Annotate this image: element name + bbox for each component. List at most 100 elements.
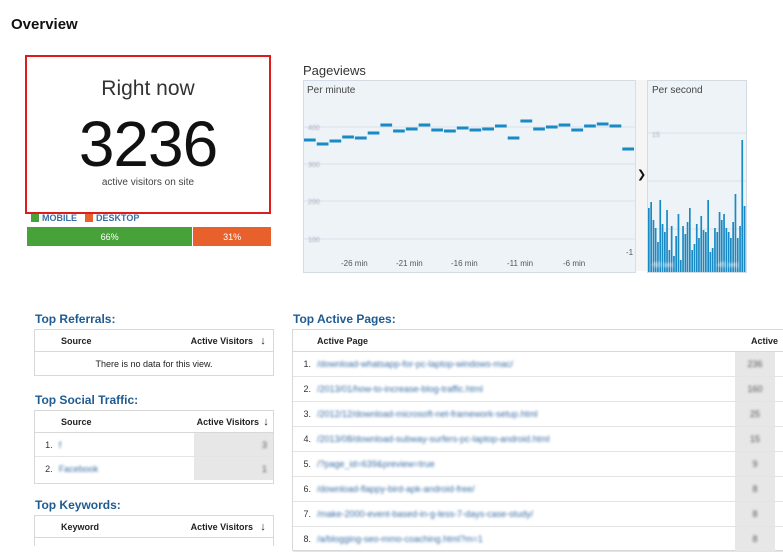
row-source[interactable]: f [58,439,62,450]
row-visitors: 8 [752,484,758,494]
series-bar [693,244,696,272]
x-tick: -21 min [396,259,423,268]
row-visitors: 8 [752,509,758,519]
row-visitors-cell: 1 [194,457,273,480]
mobile-swatch [31,214,39,222]
column-active[interactable]: Active [751,335,779,346]
x-tick: -45 sec [716,262,739,269]
row-page-link[interactable]: /2013/01/how-to-increase-blog-traffic.ht… [317,384,483,394]
table-row[interactable]: 3. /2012/12/download-microsoft-net-framew… [293,402,783,427]
top-referrals-table: Source Active Visitors ↓ There is no dat… [34,329,274,376]
y-tick: 200 [308,199,320,206]
table-row[interactable]: 8. /a/blogging-seo-mmo-coaching.html?m=1 8 [293,527,783,552]
x-tick: -16 min [451,259,478,268]
page-title: Overview [11,16,78,33]
row-index: 8. [303,534,311,544]
chevron-right-icon[interactable]: ❯ [637,169,647,181]
per-minute-chart: Per minute 400 300 200 100 -26 min -21 m… [303,80,636,273]
series-bar [709,252,712,272]
column-source[interactable]: Source [61,335,92,346]
series-bar [668,250,671,272]
sort-arrow-icon[interactable]: ↓ [263,415,269,428]
row-page-link[interactable]: /make-2000-event-based-in-g-less-7-days-… [317,509,534,519]
top-pages-rows: 1. /download-whatsapp-for-pc-laptop-windo… [293,352,783,552]
top-referrals-title: Top Referrals: [35,312,116,326]
column-active-visitors[interactable]: Active Visitors [190,335,253,346]
x-tick: -26 min [341,259,368,268]
table-header: Source Active Visitors ↓ [35,330,273,352]
table-row[interactable]: 2. /2013/01/how-to-increase-blog-traffic.… [293,377,783,402]
row-visitors-cell: 9 [735,452,775,476]
series-bar [723,214,725,272]
row-index: 5. [303,459,311,469]
table-row[interactable]: 1. /download-whatsapp-for-pc-laptop-windo… [293,352,783,377]
series-bar [652,220,655,272]
column-source[interactable]: Source [61,416,92,427]
sort-arrow-icon[interactable]: ↓ [260,334,266,347]
row-page-link[interactable]: /download-whatsapp-for-pc-laptop-windows… [317,359,514,369]
empty-message: There is no data for this view. [95,358,213,369]
table-row[interactable]: 4. /2013/08/download-subway-surfers-pc-la… [293,427,783,452]
series-bar [686,222,689,272]
column-active-page[interactable]: Active Page [317,335,369,346]
table-row[interactable]: 5. /?page_id=639&preview=true 9 [293,452,783,477]
row-page-link[interactable]: /a/blogging-seo-mmo-coaching.html?m=1 [317,534,483,544]
row-visitors-cell: 160 [735,377,775,401]
column-active-visitors[interactable]: Active Visitors [196,416,259,427]
row-visitors: 1 [261,463,267,474]
table-row[interactable]: 2. Facebook 1 [35,457,273,480]
sort-arrow-icon[interactable]: ↓ [260,520,266,533]
row-index: 2. [45,463,53,474]
table-row[interactable]: 6. /download-flappy-bird-apk-android-free… [293,477,783,502]
x-tick: -1 [626,248,634,257]
y-tick: 400 [308,125,320,132]
series-bar [720,220,723,272]
series-bar [705,232,707,272]
series-bar [684,234,687,272]
top-keywords-table: Keyword Active Visitors ↓ [34,515,274,546]
device-legend: MOBILE DESKTOP [31,213,139,223]
desktop-share-segment: 31% [192,227,271,246]
row-page-link[interactable]: /2012/12/download-microsoft-net-framewor… [317,409,538,419]
series-bar [716,232,719,272]
series-bar [732,222,734,272]
row-index: 7. [303,509,311,519]
empty-row: There is no data for this view. [35,352,273,375]
series-bar [695,224,698,272]
series-bar [673,256,675,272]
row-page-link[interactable]: /?page_id=639&preview=true [317,459,435,469]
mobile-share-segment: 66% [27,227,193,246]
series-bar [714,228,716,272]
per-second-plot: 15 -60 sec -45 sec [648,132,746,272]
series-bar [666,210,668,272]
series-bar [741,140,744,272]
row-page-link[interactable]: /download-flappy-bird-apk-android-free/ [317,484,475,494]
row-visitors: 3 [261,439,267,450]
table-row[interactable]: 7. /make-2000-event-based-in-g-less-7-day… [293,502,783,527]
column-active-visitors[interactable]: Active Visitors [190,521,253,532]
top-keywords-title: Top Keywords: [35,498,121,512]
row-visitors-cell: 15 [735,427,775,451]
row-page-link[interactable]: /2013/08/download-subway-surfers-pc-lapt… [317,434,550,444]
row-visitors: 15 [749,434,760,444]
row-source[interactable]: Facebook [58,463,99,474]
series-bar [664,232,666,272]
per-second-chart: Per second 15 -60 sec -45 sec [647,80,747,273]
table-row[interactable]: 1. f 3 [35,433,273,457]
per-minute-plot: 400 300 200 100 -26 min -21 min -16 min … [304,119,635,268]
series-bar [698,238,700,272]
active-visitors-count: 3236 [78,108,218,180]
row-visitors: 25 [749,409,760,419]
y-tick: 300 [308,162,320,169]
row-visitors-cell: 8 [735,527,775,551]
series-bar [725,228,728,272]
column-keyword[interactable]: Keyword [61,521,100,532]
row-visitors-cell: 236 [735,352,775,376]
x-tick: -11 min [507,259,533,268]
device-share-bar: 66% 31% [27,227,271,246]
per-minute-label: Per minute [307,85,356,96]
top-pages-title: Top Active Pages: [293,312,396,326]
top-social-title: Top Social Traffic: [35,393,139,407]
series-bar [659,200,662,272]
series-bar [689,208,691,272]
